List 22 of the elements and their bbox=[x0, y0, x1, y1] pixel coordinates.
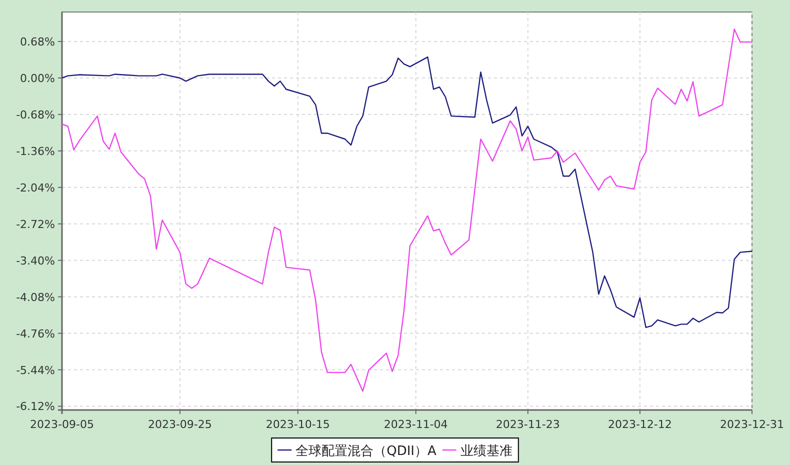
legend-label: 全球配置混合（QDII）A bbox=[296, 444, 437, 459]
x-tick-label: 2023-11-23 bbox=[496, 418, 560, 431]
x-tick-label: 2023-10-15 bbox=[266, 418, 330, 431]
x-tick-label: 2023-12-31 bbox=[720, 418, 784, 431]
y-tick-label: -4.08% bbox=[16, 290, 55, 304]
y-tick-label: 0.68% bbox=[20, 36, 55, 48]
y-tick-label: 0.00% bbox=[20, 72, 55, 85]
y-tick-label: -4.76% bbox=[16, 327, 55, 340]
x-tick-label: 2023-11-04 bbox=[384, 418, 448, 431]
legend-label: 业绩基准 bbox=[460, 444, 512, 459]
line-series bbox=[61, 28, 753, 392]
x-tick-label: 2023-12-12 bbox=[608, 418, 672, 431]
line-series bbox=[61, 56, 753, 328]
y-tick-label: -2.04% bbox=[16, 181, 55, 194]
y-tick-label: -0.68% bbox=[16, 108, 55, 122]
x-tick-label: 2023-09-05 bbox=[30, 418, 94, 431]
y-tick-label: -5.44% bbox=[16, 364, 55, 377]
x-tick-label: 2023-09-25 bbox=[148, 418, 212, 431]
y-tick-label: -6.12% bbox=[16, 400, 55, 414]
y-tick-label: -3.40% bbox=[16, 254, 55, 268]
y-tick-label: -2.72% bbox=[16, 218, 55, 231]
y-tick-label: -1.36% bbox=[16, 144, 55, 158]
